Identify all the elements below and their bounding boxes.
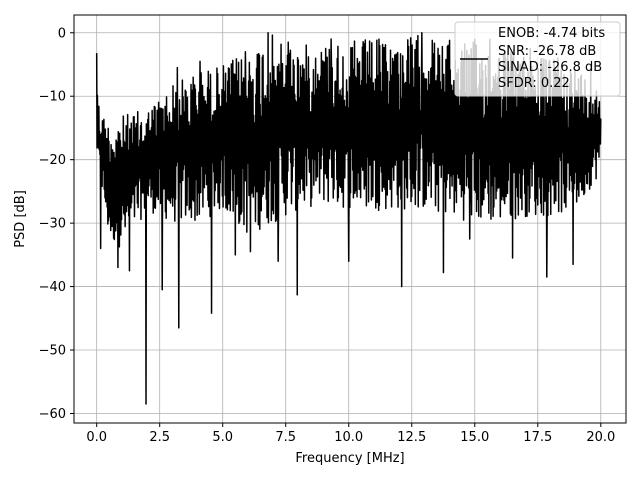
x-tick-label: 10.0 [334,430,363,445]
x-axis-ticks: 0.0 2.5 5.0 7.5 10.0 12.5 15.0 17.5 20.0 [86,423,615,445]
y-tick-label: −50 [39,344,66,359]
y-tick-label: 0 [58,26,66,41]
legend-enob: ENOB: -4.74 bits [498,26,605,41]
psd-series [95,32,602,405]
y-axis-title: PSD [dB] [13,190,28,248]
plot-frame [73,14,627,424]
legend-box [454,21,621,97]
x-tick-label: 20.0 [586,430,615,445]
legend: ENOB: -4.74 bits SNR: -26.78 dB SINAD: -… [454,21,621,97]
legend-sfdr: SFDR: 0.22 [498,76,570,91]
x-tick-label: 17.5 [523,430,552,445]
psd-trace [95,32,602,405]
x-tick-label: 12.5 [397,430,426,445]
legend-sinad: SINAD: -26.8 dB [498,60,602,75]
x-tick-label: 2.5 [149,430,170,445]
x-tick-label: 15.0 [460,430,489,445]
y-tick-label: −40 [39,280,66,295]
y-tick-label: −60 [39,407,66,422]
x-tick-label: 5.0 [212,430,233,445]
y-tick-label: −10 [39,90,66,105]
x-tick-label: 7.5 [275,430,296,445]
y-tick-label: −20 [39,153,66,168]
y-axis-ticks: 0 −10 −20 −30 −40 −50 −60 [39,26,74,422]
y-tick-label: −30 [39,217,66,232]
x-tick-label: 0.0 [86,430,107,445]
x-axis-title: Frequency [MHz] [295,451,404,466]
legend-snr: SNR: -26.78 dB [498,44,596,59]
